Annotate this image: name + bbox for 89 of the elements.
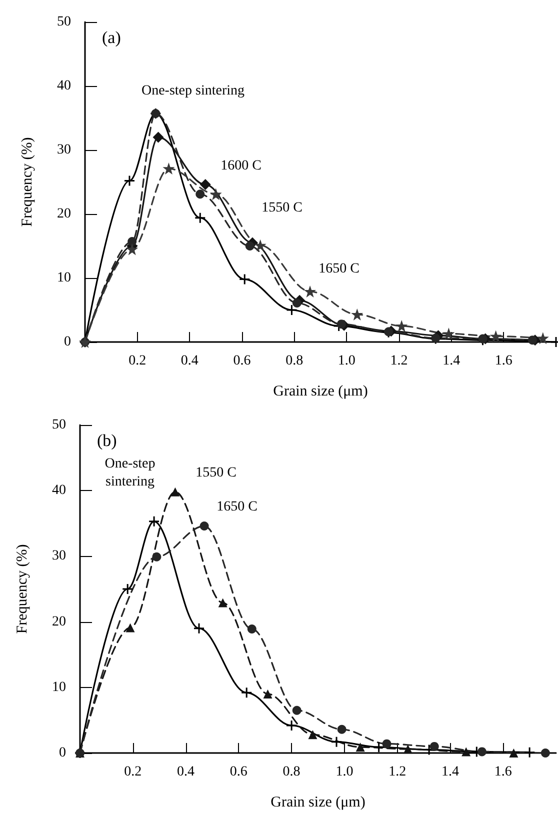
- x-tick-label: 1.6: [494, 354, 512, 368]
- x-tick-label: 1.2: [388, 764, 406, 780]
- y-tick-label: 50: [57, 14, 71, 30]
- point: [524, 747, 535, 758]
- point: [286, 305, 297, 315]
- annotation: 1650 C: [216, 500, 258, 514]
- point: [286, 720, 297, 730]
- x-tick-label: 0.8: [282, 764, 300, 780]
- x-tick-label: 1.0: [336, 764, 354, 780]
- x-tick-label: 0.4: [180, 354, 198, 368]
- x-tick-label: 1.6: [494, 764, 512, 780]
- y-tick-label: 10: [57, 270, 71, 286]
- x-tick-label: 1.4: [442, 354, 460, 368]
- point: [442, 328, 455, 340]
- y-tick-label: 40: [52, 483, 66, 498]
- x-tick-label: 0.2: [128, 354, 146, 368]
- x-tick-label: 0.4: [177, 764, 195, 780]
- point: [403, 744, 412, 754]
- point: [126, 243, 138, 256]
- point: [337, 724, 346, 734]
- point: [242, 688, 252, 698]
- y-axis-title: Frequency (%): [20, 137, 36, 227]
- point: [540, 748, 550, 758]
- point: [128, 237, 137, 246]
- y-axis-title: Frequency (%): [14, 544, 30, 634]
- point: [196, 190, 205, 199]
- point: [304, 285, 316, 298]
- annotation: 1600 C: [220, 158, 262, 174]
- point: [247, 624, 256, 634]
- point: [374, 742, 384, 752]
- point: [126, 623, 135, 632]
- point: [332, 736, 342, 747]
- annotation: 1550 C: [196, 466, 236, 480]
- point: [170, 487, 180, 496]
- x-tick-label: 1.2: [390, 354, 408, 368]
- chart-title: (a): [102, 28, 121, 47]
- chart-title: (b): [97, 431, 117, 450]
- x-tick-label: 1.4: [441, 764, 459, 780]
- point: [509, 748, 518, 758]
- point: [292, 706, 302, 715]
- point: [254, 239, 266, 252]
- y-tick-label: 30: [52, 548, 66, 564]
- point: [149, 516, 160, 526]
- point: [351, 308, 364, 320]
- point: [382, 739, 392, 748]
- annotation: 1550 C: [262, 200, 302, 216]
- y-tick-label: 20: [57, 206, 71, 222]
- point: [430, 742, 439, 751]
- y-tick-label: 10: [52, 680, 66, 695]
- y-tick-label: 0: [59, 746, 66, 760]
- x-tick-label: 0.6: [233, 354, 251, 368]
- x-tick-label: 0.2: [124, 764, 142, 780]
- point: [263, 689, 272, 698]
- point: [210, 188, 222, 200]
- y-tick-label: 50: [52, 418, 66, 432]
- point: [195, 212, 206, 223]
- point: [200, 179, 211, 190]
- annotation: 1650 C: [318, 262, 360, 276]
- point: [245, 242, 254, 250]
- x-tick-label: 0.6: [230, 764, 248, 780]
- point: [292, 298, 302, 308]
- point: [122, 584, 133, 594]
- point: [152, 132, 164, 143]
- point: [200, 522, 209, 531]
- x-tick-label: 1.0: [338, 354, 356, 368]
- point: [124, 176, 134, 186]
- point: [218, 598, 228, 608]
- point: [528, 336, 537, 345]
- x-tick-label: 0.8: [286, 354, 304, 368]
- annotation: One-step sintering: [141, 84, 245, 98]
- y-tick-label: 0: [64, 334, 71, 350]
- x-axis-title: Grain size (μm): [270, 794, 366, 810]
- point: [462, 747, 471, 756]
- point: [152, 552, 162, 562]
- point: [308, 730, 318, 740]
- point: [396, 320, 408, 332]
- y-tick-label: 40: [57, 78, 71, 94]
- point: [490, 330, 502, 342]
- x-axis-title: Grain size (μm): [273, 384, 368, 400]
- y-tick-label: 20: [52, 614, 66, 630]
- point: [194, 623, 204, 634]
- point: [356, 742, 365, 752]
- annotation: One-step sintering: [104, 456, 156, 490]
- point: [477, 747, 486, 756]
- point: [336, 320, 346, 329]
- point: [162, 162, 175, 175]
- point: [536, 332, 549, 344]
- point: [240, 274, 250, 284]
- y-tick-label: 30: [57, 142, 71, 158]
